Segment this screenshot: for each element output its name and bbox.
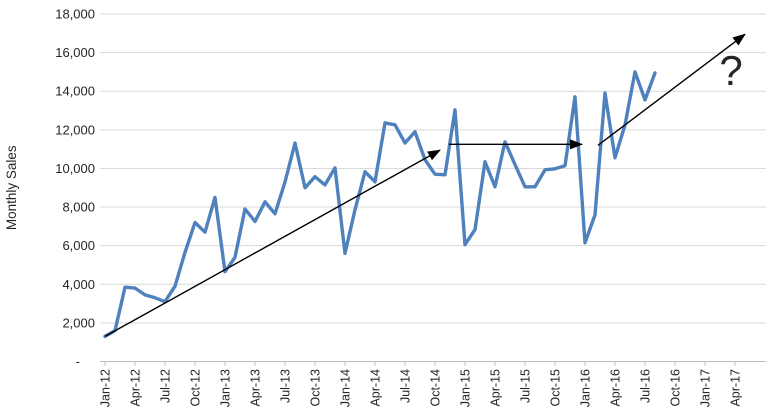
- x-tick-label: Oct-15: [549, 369, 563, 407]
- sales-line: [103, 70, 657, 339]
- x-axis-ticks-group: [104, 361, 736, 366]
- x-tick-label: Jan-17: [699, 369, 713, 407]
- x-tick-label: Apr-12: [129, 369, 143, 407]
- y-tick-labels-group: - 2,000 4,000 6,000 8,000 10,000 12,000 14,000 1…: [55, 7, 95, 370]
- x-tick-label: Jul-15: [519, 369, 533, 403]
- x-tick-label: Apr-15: [489, 369, 503, 407]
- x-tick-label: Jul-14: [399, 369, 413, 403]
- y-tick-label: 8,000: [62, 200, 95, 215]
- y-tick-label: 10,000: [55, 161, 95, 176]
- x-tick-label: Apr-13: [249, 369, 263, 407]
- x-tick-label: Apr-17: [729, 369, 743, 407]
- x-tick-label: Jan-12: [99, 369, 113, 407]
- x-tick-label: Oct-13: [309, 369, 323, 407]
- x-tick-label: Jul-12: [159, 369, 173, 403]
- y-axis-title: Monthly Sales: [4, 145, 19, 230]
- x-tick-label: Jan-15: [459, 369, 473, 407]
- x-tick-label: Jan-13: [219, 369, 233, 407]
- y-tick-label: 18,000: [55, 7, 95, 22]
- x-tick-labels-group: Jan-12 Apr-12 Jul-12 Oct-12 Jan-13 Apr-13 Jul-…: [99, 369, 743, 407]
- projected-uptrend-arrow: [597, 33, 746, 146]
- x-tick-label: Oct-14: [429, 369, 443, 407]
- y-tick-label: 4,000: [62, 277, 95, 292]
- y-tick-label: 12,000: [55, 122, 95, 137]
- y-tick-label: 16,000: [55, 45, 95, 60]
- x-tick-label: Jan-16: [579, 369, 593, 407]
- uptrend-arrow-2012-2014: [104, 149, 441, 338]
- x-tick-label: Jul-16: [639, 369, 653, 403]
- y-tick-label: -: [76, 354, 80, 369]
- x-tick-label: Apr-16: [609, 369, 623, 407]
- y-tick-label: 14,000: [55, 84, 95, 99]
- question-mark-annotation: ?: [719, 47, 742, 94]
- x-tick-label: Oct-12: [189, 369, 203, 407]
- x-tick-label: Jan-14: [339, 369, 353, 407]
- x-tick-label: Apr-14: [369, 369, 383, 407]
- y-tick-label: 6,000: [62, 238, 95, 253]
- x-tick-label: Oct-16: [669, 369, 683, 407]
- x-tick-label: Jul-13: [279, 369, 293, 403]
- y-tick-label: 2,000: [62, 315, 95, 330]
